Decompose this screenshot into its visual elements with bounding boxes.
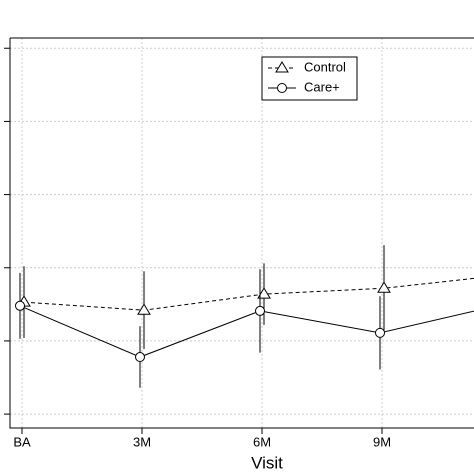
x-tick-label: 6M <box>253 434 271 449</box>
series-line <box>19 305 474 358</box>
legend-label: Care+ <box>304 79 340 94</box>
x-tick-label: 3M <box>133 434 151 449</box>
point <box>377 281 391 293</box>
legend-marker <box>277 83 287 93</box>
legend-label: Control <box>304 59 346 74</box>
x-tick-label: 9M <box>373 434 391 449</box>
x-tick-label: BA <box>13 434 31 449</box>
point <box>15 300 25 311</box>
legend-box <box>261 56 358 101</box>
legend-marker <box>275 61 289 73</box>
axis-frame <box>9 37 474 429</box>
x-axis-label: Visit <box>251 453 283 472</box>
point <box>137 303 151 315</box>
point <box>135 352 145 363</box>
series-line <box>23 277 474 311</box>
point <box>257 287 271 299</box>
point <box>255 305 265 316</box>
point <box>375 327 385 338</box>
